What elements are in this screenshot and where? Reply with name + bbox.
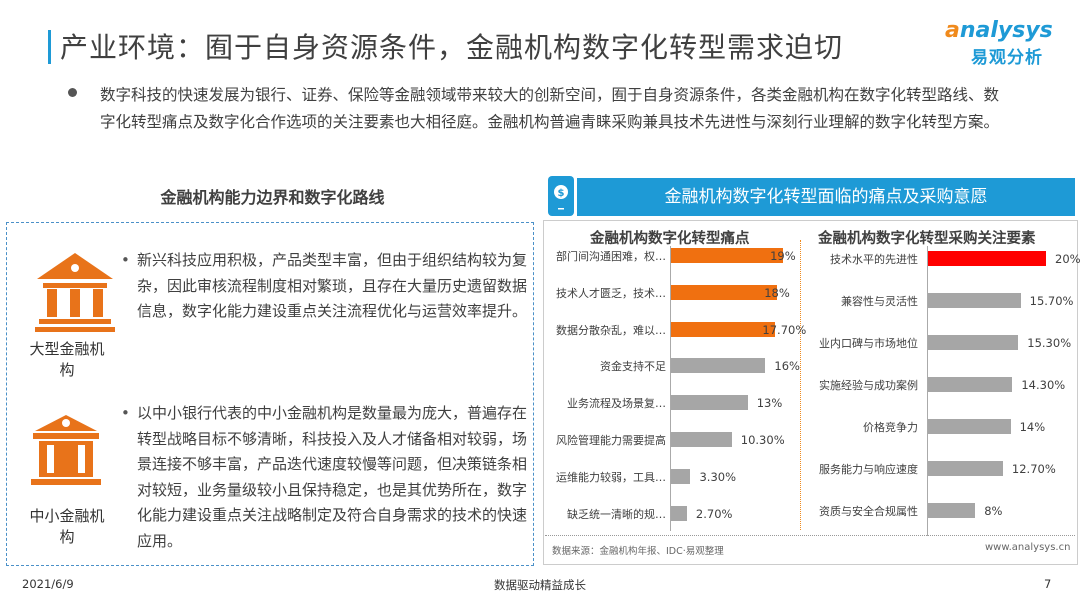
- bar: [928, 503, 976, 518]
- bar: [671, 248, 784, 263]
- bar: [928, 335, 1019, 350]
- category-label: 资金支持不足: [600, 360, 666, 374]
- bank-small-icon: [31, 415, 101, 485]
- chart-section-header: 金融机构数字化转型面临的痛点及采购意愿: [577, 178, 1075, 216]
- category-label: 实施经验与成功案例: [819, 379, 918, 392]
- bar: [928, 461, 1003, 476]
- data-label: 14.30%: [1021, 378, 1066, 392]
- footer-slogan: 数据驱动精益成长: [494, 578, 586, 592]
- data-label: 12.70%: [1011, 462, 1056, 476]
- category-label: 资质与安全合规属性: [819, 505, 918, 518]
- data-label: 8%: [984, 504, 1003, 518]
- svg-text:$: $: [558, 188, 565, 199]
- category-label: 技术水平的先进性: [830, 253, 918, 266]
- chart-panel: [543, 220, 1078, 565]
- chart-title: 金融机构数字化转型采购关注要素: [818, 231, 1036, 247]
- institution-panel: 大型金融机构 新兴科技应用积极，产品类型丰富，但由于组织结构较为复杂，因此审核流…: [6, 222, 534, 566]
- source-divider: [545, 535, 1075, 536]
- logo-en: analysys: [945, 18, 1053, 43]
- page-title: 产业环境：囿于自身资源条件，金融机构数字化转型需求迫切: [60, 31, 844, 64]
- data-label: 2.70%: [695, 506, 733, 521]
- data-label: 15.30%: [1027, 336, 1072, 350]
- data-label: 20%: [1055, 252, 1080, 266]
- category-label: 部门间沟通困难，权…: [556, 250, 666, 263]
- data-label: 18%: [764, 285, 790, 300]
- category-label: 缺乏统一清晰的规…: [567, 507, 666, 521]
- logo: analysys 易观分析: [945, 18, 1055, 70]
- category-label: 数据分散杂乱，难以…: [556, 323, 666, 337]
- bar: [671, 432, 732, 447]
- category-label: 价格竞争力: [863, 421, 918, 434]
- category-label: 业务流程及场景复…: [567, 397, 666, 411]
- category-label: 风险管理能力需要提高: [556, 434, 666, 447]
- institution-label: 大型金融机构: [29, 340, 105, 379]
- bar: [671, 505, 687, 521]
- data-label: 14%: [1019, 420, 1046, 434]
- dollar-icon: $: [548, 176, 574, 216]
- category-axis: [927, 246, 928, 536]
- title-accent-bar: [48, 30, 51, 64]
- category-label: 业内口碑与市场地位: [819, 337, 918, 350]
- data-label: 19%: [770, 249, 796, 263]
- category-label: 运维能力较弱，工具…: [556, 470, 666, 484]
- category-label: 兼容性与灵活性: [841, 295, 918, 308]
- institution-label: 中小金融机构: [29, 507, 105, 546]
- chart-title: 金融机构数字化转型痛点: [590, 231, 750, 247]
- bar: [928, 419, 1011, 434]
- institution-description: 以中小银行代表的中小金融机构是数量最为庞大，普遍存在转型战略目标不够清晰，科技投…: [121, 401, 532, 554]
- source-url: www.analysys.cn: [985, 542, 1071, 553]
- bar: [671, 321, 776, 337]
- bar: [671, 358, 766, 374]
- category-label: 服务能力与响应速度: [819, 463, 918, 476]
- data-label: 16%: [774, 359, 800, 374]
- bar: [671, 395, 748, 411]
- data-label: 13%: [756, 396, 783, 411]
- intro-text: 数字科技的快速发展为银行、证券、保险等金融领域带来较大的创新空间，囿于自身资源条…: [100, 86, 1000, 131]
- page-number: 7: [1044, 577, 1052, 591]
- bar: [928, 377, 1013, 392]
- bar: [928, 251, 1046, 266]
- bar: [671, 284, 778, 300]
- chart-divider: [800, 240, 801, 530]
- logo-cn: 易观分析: [971, 48, 1043, 68]
- category-axis: [670, 246, 671, 531]
- bullet-icon: [68, 88, 77, 97]
- data-label: 3.30%: [699, 469, 737, 484]
- institution-description: 新兴科技应用积极，产品类型丰富，但由于组织结构较为复杂，因此审核流程制度相对繁琐…: [121, 248, 532, 325]
- bank-large-icon: [35, 253, 115, 332]
- footer-date: 2021/6/9: [22, 577, 74, 591]
- bar: [928, 293, 1021, 308]
- data-label: 17.70%: [762, 322, 807, 337]
- category-label: 技术人才匮乏，技术…: [556, 286, 666, 300]
- data-label: 15.70%: [1029, 294, 1074, 308]
- data-label: 10.30%: [740, 433, 785, 447]
- data-source: 数据来源：金融机构年报、IDC·易观整理: [552, 546, 724, 557]
- left-subtitle: 金融机构能力边界和数字化路线: [160, 188, 385, 207]
- bar: [671, 468, 691, 484]
